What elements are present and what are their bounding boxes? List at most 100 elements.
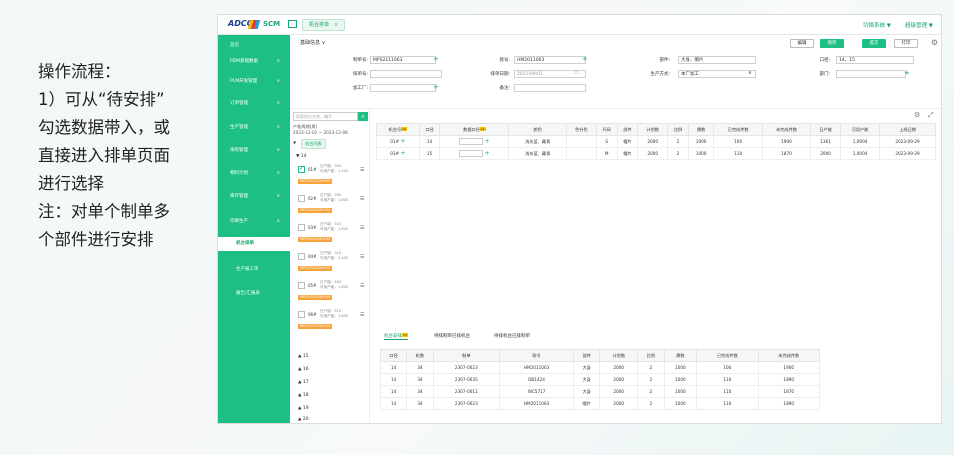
sidebar-item-plm[interactable]: PLM开发管理 ∨ bbox=[218, 75, 290, 89]
add-icon[interactable]: + bbox=[904, 69, 910, 77]
factory-field[interactable] bbox=[370, 84, 436, 92]
table-row[interactable]: 14 34 2307-0023 HM2011063 帽片 2000 2 1000 110 1890 bbox=[379, 397, 821, 410]
dept-field[interactable] bbox=[836, 70, 906, 78]
plan-no-field[interactable] bbox=[370, 70, 442, 78]
machine-item[interactable]: 06# 日产能：510 可用产能：1,800 MPS2024020094 ☰ bbox=[298, 309, 366, 337]
tab-orders-scheduled[interactable]: 待排制单已排机台 bbox=[434, 334, 470, 339]
checkbox[interactable] bbox=[298, 224, 305, 231]
tab-machine-schedule[interactable]: 机台排单 × bbox=[302, 19, 346, 31]
calendar-icon[interactable]: ▭ bbox=[574, 70, 579, 76]
order-tag[interactable]: MPS2024020194 bbox=[298, 237, 333, 242]
list-menu-icon[interactable]: ☰ bbox=[360, 312, 365, 318]
add-icon[interactable]: + bbox=[484, 149, 490, 157]
checkbox[interactable] bbox=[298, 282, 305, 289]
tree-group[interactable]: ▲ 19 bbox=[298, 406, 309, 411]
order-tag[interactable]: MPS2024020294 bbox=[298, 208, 333, 213]
machine-item[interactable]: 02# 日产能：900 可用产能：1,800 MPS2024020294 ☰ bbox=[298, 193, 366, 221]
caliber-input[interactable] bbox=[459, 138, 484, 146]
search-input[interactable]: 搜索机台名称，编号 bbox=[293, 112, 358, 121]
table-row[interactable]: 03# + 15 + 浅灰蓝、藏青 M 帽片 2000 2 1000 110 1… bbox=[376, 147, 936, 160]
add-icon[interactable]: + bbox=[582, 55, 588, 63]
machine-code: 03# bbox=[308, 225, 317, 230]
tab-machine-arrangement[interactable]: 机台安排13 bbox=[384, 333, 408, 340]
close-icon[interactable]: × bbox=[334, 22, 339, 28]
add-icon[interactable]: + bbox=[400, 150, 406, 157]
add-icon[interactable]: + bbox=[433, 83, 439, 91]
table-row[interactable]: 14 34 2307-0011 WC5717 大身 2000 2 1000 110 1870 bbox=[379, 385, 821, 398]
save-button[interactable]: 保存 bbox=[820, 39, 844, 48]
sidebar-item-orders[interactable]: 订单管理 ∨ bbox=[218, 97, 290, 111]
checkbox[interactable] bbox=[298, 165, 305, 173]
collapse-icon[interactable]: ▼ bbox=[293, 140, 297, 145]
sidebar: 首页 PDM基础数据 ∨ PLM开发管理 ∨ 订单管理 ∨ 生产管理 ∨ 采购管理 ∨ 物… bbox=[218, 35, 290, 423]
tree-group[interactable]: ▲ 15 bbox=[298, 354, 309, 359]
notes-line: 进行选择 bbox=[38, 174, 104, 193]
sidebar-item-home[interactable]: 首页 bbox=[218, 39, 290, 53]
order-tag[interactable]: MPS2024020094 bbox=[298, 179, 333, 184]
column-header: 计划数 bbox=[599, 349, 639, 362]
sidebar-item-print-production[interactable]: 印刷生产 ∧ bbox=[218, 215, 290, 229]
table-row[interactable]: 14 34 2307-0035 DB1424 大身 2000 2 1000 110 1890 bbox=[379, 373, 821, 386]
sidebar-item-purchase[interactable]: 采购管理 ∨ bbox=[218, 144, 290, 158]
add-icon[interactable]: + bbox=[400, 138, 406, 145]
system-switch-button[interactable]: 切换系统 ▼ bbox=[863, 23, 892, 29]
edit-button[interactable]: 编辑 bbox=[790, 39, 814, 48]
sidebar-item-production[interactable]: 生产管理 ∨ bbox=[218, 121, 290, 135]
tree-group[interactable]: ▲ 17 bbox=[298, 380, 309, 385]
machine-item[interactable]: 04# 日产能：310 可用产能：1,400 MPS2024020094 ☰ bbox=[298, 251, 366, 279]
add-icon[interactable]: + bbox=[433, 55, 439, 63]
list-menu-icon[interactable]: ☰ bbox=[360, 283, 365, 289]
list-menu-icon[interactable]: ☰ bbox=[360, 225, 365, 231]
order-tag[interactable]: MPS2024020094 bbox=[298, 266, 333, 271]
expand-icon[interactable]: ⤢ bbox=[928, 111, 934, 119]
add-icon[interactable]: + bbox=[484, 137, 490, 145]
caliber-input[interactable] bbox=[459, 150, 484, 158]
tab-machines-scheduled[interactable]: 待排机台已排制单 bbox=[494, 334, 530, 339]
style-no-field[interactable]: HM2011063 bbox=[514, 56, 586, 64]
order-tag[interactable]: MPS2024020094 bbox=[298, 295, 333, 300]
method-select[interactable]: 本厂加工 bbox=[678, 70, 756, 78]
search-icon[interactable]: ⌕ bbox=[358, 112, 368, 121]
checkbox[interactable] bbox=[298, 253, 305, 260]
print-button[interactable]: 打印 bbox=[894, 39, 918, 48]
machine-item[interactable]: 03# 日产能：510 可用产能：1,800 MPS2024020194 ☰ bbox=[298, 222, 366, 250]
column-header: 计划数 bbox=[637, 123, 669, 136]
date-range[interactable]: 2023-12-01 ~ 2023-12-08 bbox=[293, 130, 348, 135]
sidebar-item-production-report[interactable]: 生产报工单 bbox=[218, 263, 290, 277]
user-menu-button[interactable]: 超级管理 ▼ bbox=[905, 23, 933, 29]
chevron-down-icon[interactable]: ∨ bbox=[748, 70, 752, 76]
submit-button[interactable]: 提交 bbox=[862, 39, 886, 48]
sidebar-item-reports[interactable]: 报告/汇报表 bbox=[218, 287, 290, 301]
tree-group[interactable]: ▲ 18 bbox=[298, 393, 309, 398]
sidebar-item-pdm[interactable]: PDM基础数据 ∨ bbox=[218, 55, 290, 69]
sidebar-item-label: 首页 bbox=[230, 43, 239, 48]
machine-item[interactable]: 05# 日产能：600 可用产能：1,800 MPS2024020094 ☰ bbox=[298, 280, 366, 308]
sidebar-item-material-plan[interactable]: 物料计划 ∨ bbox=[218, 167, 290, 181]
section-toggle[interactable]: 基础信息 ∨ bbox=[300, 40, 326, 46]
table-row[interactable]: 01# + 14 + 浅灰蓝、藏青 S 帽片 2000 2 1000 100 1… bbox=[376, 135, 936, 148]
order-no-field[interactable]: MPS2111063 bbox=[370, 56, 436, 64]
machine-field[interactable]: 14、15 bbox=[836, 56, 914, 64]
list-menu-icon[interactable]: ☰ bbox=[360, 196, 365, 202]
column-header: 未完成件数 bbox=[761, 123, 812, 136]
remark-field[interactable] bbox=[514, 84, 586, 92]
schedule-date-field[interactable]: 2021/09/01 bbox=[514, 70, 586, 78]
order-tag[interactable]: MPS2024020094 bbox=[298, 324, 333, 329]
machine-list-filter[interactable]: 机台列表 bbox=[301, 139, 326, 149]
gear-icon[interactable]: ⚙ bbox=[914, 111, 921, 119]
list-menu-icon[interactable]: ☰ bbox=[360, 167, 365, 173]
table-row[interactable]: 14 34 2307-0023 HM2011063 大身 2000 2 1000 100 1900 bbox=[379, 361, 821, 374]
tree-group[interactable]: ▲ 16 bbox=[298, 367, 309, 372]
tree-group[interactable]: ▼ 14 bbox=[296, 154, 307, 159]
gear-icon[interactable]: ⚙ bbox=[930, 38, 938, 47]
list-menu-icon[interactable]: ☰ bbox=[360, 254, 365, 260]
sidebar-item-machine-schedule[interactable]: 机台排单 bbox=[218, 237, 290, 251]
tree-group[interactable]: ▲ 20 bbox=[298, 417, 309, 422]
column-header: 制单 bbox=[432, 349, 501, 362]
checkbox[interactable] bbox=[298, 195, 305, 202]
checkbox[interactable] bbox=[298, 311, 305, 318]
menu-toggle-icon[interactable] bbox=[288, 20, 297, 28]
sidebar-item-inventory[interactable]: 库存管理 ∨ bbox=[218, 190, 290, 204]
part-field[interactable]: 大身、帽片 bbox=[678, 56, 756, 64]
